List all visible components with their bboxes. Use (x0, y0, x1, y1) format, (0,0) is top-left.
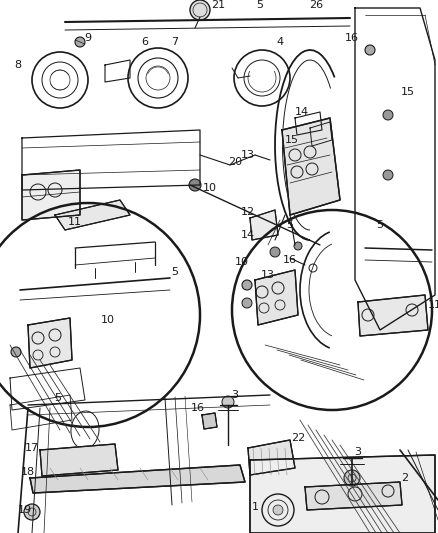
Circle shape (242, 298, 252, 308)
Text: 5: 5 (377, 220, 384, 230)
Circle shape (11, 347, 21, 357)
Circle shape (294, 242, 302, 250)
Text: 12: 12 (241, 207, 255, 217)
Polygon shape (28, 318, 72, 368)
Text: 11: 11 (428, 300, 438, 310)
Text: 9: 9 (85, 33, 92, 43)
Polygon shape (255, 270, 298, 325)
Text: 18: 18 (21, 467, 35, 477)
Circle shape (365, 45, 375, 55)
Text: 13: 13 (241, 150, 255, 160)
Text: 10: 10 (101, 315, 115, 325)
Circle shape (344, 470, 360, 486)
Polygon shape (40, 444, 118, 476)
Text: 20: 20 (228, 157, 242, 167)
Polygon shape (305, 482, 402, 510)
Text: 3: 3 (354, 447, 361, 457)
Text: 16: 16 (191, 403, 205, 413)
Text: 3: 3 (232, 390, 239, 400)
Text: 21: 21 (211, 0, 225, 10)
Text: 19: 19 (18, 505, 32, 515)
Circle shape (242, 280, 252, 290)
Polygon shape (358, 295, 428, 336)
Text: 5: 5 (286, 220, 293, 230)
Text: 22: 22 (291, 433, 305, 443)
Text: 16: 16 (283, 255, 297, 265)
Polygon shape (22, 170, 80, 220)
Text: 10: 10 (203, 183, 217, 193)
Text: 11: 11 (68, 217, 82, 227)
Text: 8: 8 (14, 60, 21, 70)
Circle shape (222, 396, 234, 408)
Text: 16: 16 (345, 33, 359, 43)
Circle shape (24, 504, 40, 520)
Polygon shape (55, 200, 130, 230)
Circle shape (383, 170, 393, 180)
Circle shape (383, 110, 393, 120)
Polygon shape (30, 465, 245, 493)
Text: 5: 5 (54, 393, 61, 403)
Polygon shape (202, 413, 217, 429)
Text: 4: 4 (276, 37, 283, 47)
Circle shape (270, 247, 280, 257)
Polygon shape (250, 210, 278, 240)
Text: 26: 26 (309, 0, 323, 10)
Text: 15: 15 (401, 87, 415, 97)
Circle shape (189, 179, 201, 191)
Circle shape (190, 0, 210, 20)
Polygon shape (282, 118, 340, 215)
Text: 2: 2 (402, 473, 409, 483)
Text: 6: 6 (141, 37, 148, 47)
Text: 1: 1 (251, 502, 258, 512)
Polygon shape (250, 455, 435, 533)
Text: 5: 5 (257, 0, 264, 10)
Text: 10: 10 (235, 257, 249, 267)
Text: 14: 14 (295, 107, 309, 117)
Text: 15: 15 (285, 135, 299, 145)
Text: 7: 7 (171, 37, 179, 47)
Text: 5: 5 (172, 267, 179, 277)
Circle shape (273, 505, 283, 515)
Text: 13: 13 (261, 270, 275, 280)
Polygon shape (248, 440, 295, 475)
Circle shape (75, 37, 85, 47)
Text: 14: 14 (241, 230, 255, 240)
Text: 17: 17 (25, 443, 39, 453)
